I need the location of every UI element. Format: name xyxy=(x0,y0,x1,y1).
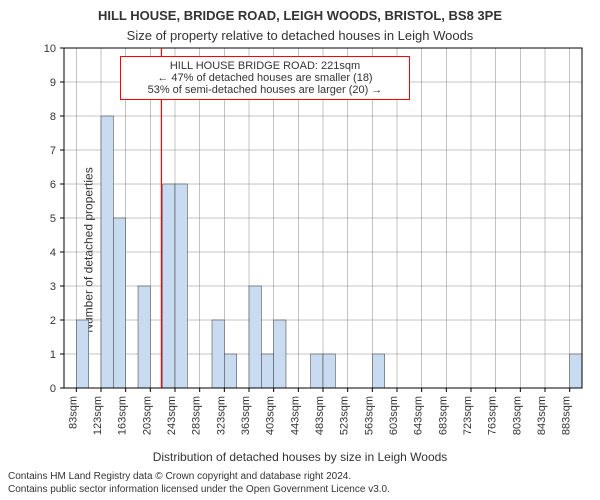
svg-text:603sqm: 603sqm xyxy=(388,396,400,435)
svg-text:5: 5 xyxy=(50,213,56,225)
svg-text:0: 0 xyxy=(50,383,56,395)
svg-text:483sqm: 483sqm xyxy=(314,396,326,435)
svg-text:883sqm: 883sqm xyxy=(561,396,573,435)
svg-text:283sqm: 283sqm xyxy=(191,396,203,435)
annotation-line-2: ← 47% of detached houses are smaller (18… xyxy=(125,72,405,84)
svg-text:3: 3 xyxy=(50,281,56,293)
svg-text:163sqm: 163sqm xyxy=(117,396,129,435)
annotation-box: HILL HOUSE BRIDGE ROAD: 221sqm ← 47% of … xyxy=(120,56,410,100)
svg-text:83sqm: 83sqm xyxy=(67,396,79,429)
footer-text: Contains HM Land Registry data © Crown c… xyxy=(8,471,390,496)
svg-text:363sqm: 363sqm xyxy=(240,396,252,435)
svg-text:683sqm: 683sqm xyxy=(437,396,449,435)
svg-text:1: 1 xyxy=(50,349,56,361)
footer-line-2: Contains public sector information licen… xyxy=(8,484,390,497)
svg-text:6: 6 xyxy=(50,179,56,191)
annotation-line-1: HILL HOUSE BRIDGE ROAD: 221sqm xyxy=(125,60,405,72)
svg-text:4: 4 xyxy=(50,247,56,259)
svg-text:203sqm: 203sqm xyxy=(141,396,153,435)
svg-text:643sqm: 643sqm xyxy=(413,396,425,435)
svg-text:10: 10 xyxy=(44,43,56,55)
svg-text:563sqm: 563sqm xyxy=(363,396,375,435)
svg-text:763sqm: 763sqm xyxy=(487,396,499,435)
svg-text:123sqm: 123sqm xyxy=(92,396,104,435)
svg-text:803sqm: 803sqm xyxy=(511,396,523,435)
annotation-line-3: 53% of semi-detached houses are larger (… xyxy=(125,84,405,96)
svg-text:9: 9 xyxy=(50,77,56,89)
svg-text:7: 7 xyxy=(50,145,56,157)
svg-text:323sqm: 323sqm xyxy=(215,396,227,435)
svg-text:843sqm: 843sqm xyxy=(536,396,548,435)
svg-text:723sqm: 723sqm xyxy=(462,396,474,435)
footer-line-1: Contains HM Land Registry data © Crown c… xyxy=(8,471,390,484)
svg-text:8: 8 xyxy=(50,111,56,123)
svg-text:2: 2 xyxy=(50,315,56,327)
svg-text:403sqm: 403sqm xyxy=(265,396,277,435)
svg-text:443sqm: 443sqm xyxy=(289,396,301,435)
svg-text:523sqm: 523sqm xyxy=(339,396,351,435)
svg-text:243sqm: 243sqm xyxy=(166,396,178,435)
